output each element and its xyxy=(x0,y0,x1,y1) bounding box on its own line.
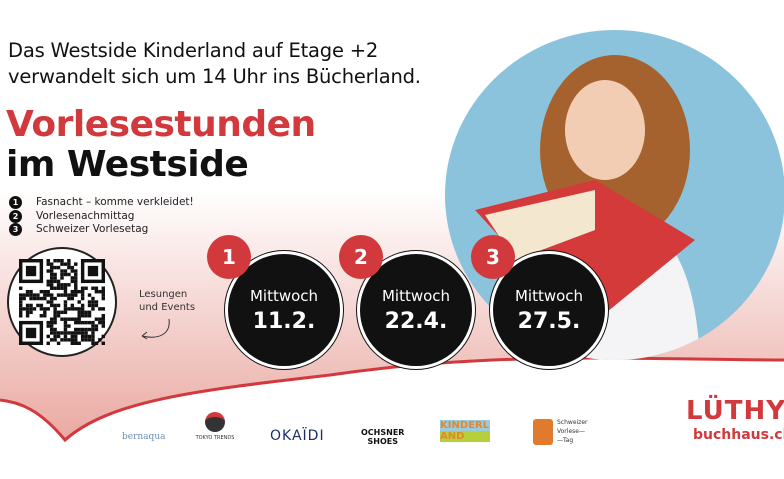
arrow-icon xyxy=(141,318,170,340)
list-item: 1 Fasnacht – komme verkleidet! xyxy=(9,196,194,210)
list-item: 2 Vorlesenachmittag xyxy=(9,210,194,224)
logo-kinderland: KINDERLAND xyxy=(440,420,490,442)
number-badge: 1 xyxy=(9,196,22,210)
ochsner-line-2: SHOES xyxy=(367,437,398,446)
date-circle-2: Mittwoch 22.4. xyxy=(357,251,475,369)
intro-text: Das Westside Kinderland auf Etage +2 ver… xyxy=(8,38,421,90)
event-list: 1 Fasnacht – komme verkleidet! 2 Vorlesena… xyxy=(9,196,194,237)
tokyo-text: TOKYO TRENDS xyxy=(195,435,235,441)
number-badge: 3 xyxy=(9,223,22,237)
event-label: Fasnacht – komme verkleidet! xyxy=(36,196,194,208)
page-title: Vorlesestunden xyxy=(6,104,316,145)
weekday: Mittwoch xyxy=(249,286,319,305)
vorlesetag-line-1: Schweizer xyxy=(557,419,588,426)
qr-code-icon xyxy=(19,259,105,345)
ochsner-line-1: OCHSNER xyxy=(361,428,405,437)
intro-line-2: verwandelt sich um 14 Uhr ins Bücherland… xyxy=(8,65,421,88)
date: 22.4. xyxy=(384,308,448,334)
brand-domain[interactable]: buchhaus.ch xyxy=(693,427,784,443)
event-label: Vorlesenachmittag xyxy=(36,209,135,222)
page-subtitle: im Westside xyxy=(6,144,249,185)
weekday: Mittwoch xyxy=(381,286,451,305)
logo-bernaqua: bernaqua xyxy=(122,432,166,442)
date: 27.5. xyxy=(517,308,581,334)
vorlesetag-line-3: —Tag xyxy=(557,437,574,444)
qr-label: Lesungen und Events xyxy=(139,288,195,348)
qr-label-line-1: Lesungen xyxy=(139,289,188,300)
number-badge-3: 3 xyxy=(471,235,515,279)
number-badge: 2 xyxy=(9,209,22,223)
list-item: 3 Schweizer Vorlesetag xyxy=(9,223,194,237)
date: 11.2. xyxy=(252,308,316,334)
number-badge-2: 2 xyxy=(339,235,383,279)
event-label: Schweizer Vorlesetag xyxy=(36,223,149,235)
qr-label-line-2: und Events xyxy=(139,302,196,313)
vorlesetag-line-2: Vorlese— xyxy=(557,428,585,435)
qr-code[interactable] xyxy=(7,247,117,357)
logo-ochsner: OCHSNER SHOES xyxy=(361,428,404,446)
vorlesetag-icon xyxy=(533,418,553,445)
number-badge-1: 1 xyxy=(207,235,251,279)
logo-okaidi: OKAÏDI xyxy=(270,428,325,444)
logo-tokyo-trends: TOKYO TRENDS xyxy=(193,412,237,441)
intro-line-1: Das Westside Kinderland auf Etage +2 xyxy=(8,39,379,62)
logo-schweizer-vorlesetag: Schweizer Vorlese— —Tag xyxy=(533,418,587,445)
weekday: Mittwoch xyxy=(514,286,584,305)
brand-logo: LÜTHY xyxy=(686,396,784,426)
